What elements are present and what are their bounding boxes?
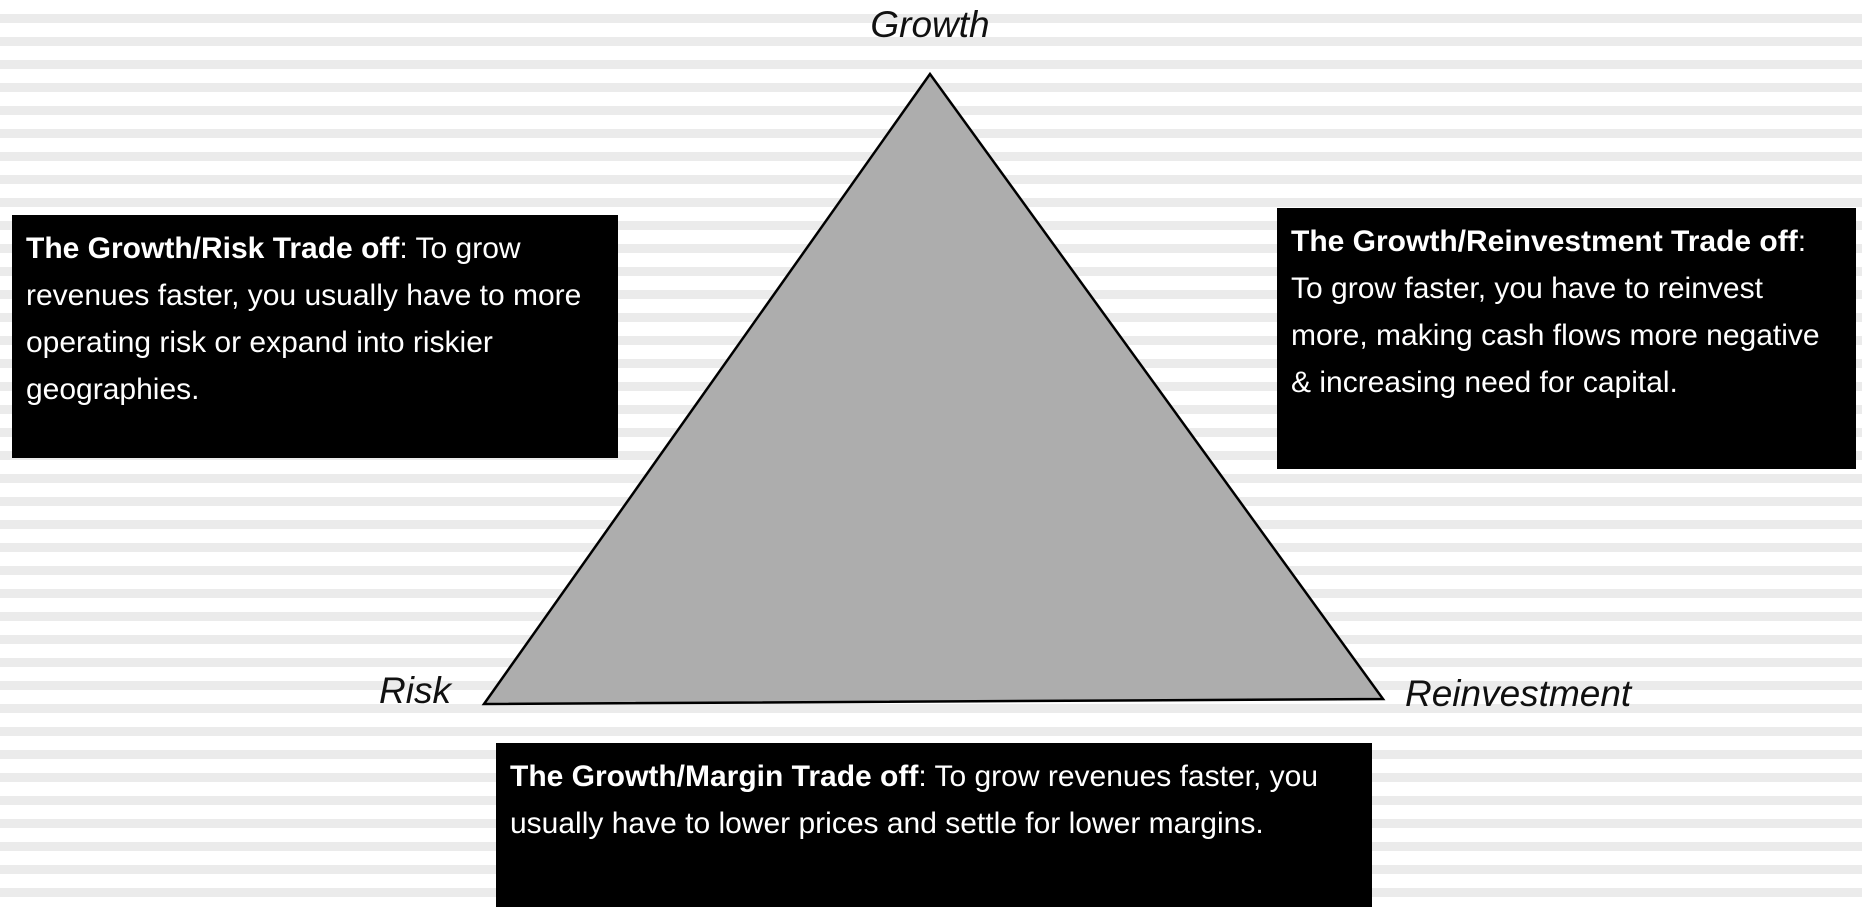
- box-heading: The Growth/Margin Trade off: [510, 760, 919, 793]
- text-box: The Growth/Reinvestment Trade off: To gr…: [1277, 208, 1856, 469]
- text-box: The Growth/Risk Trade off: To grow reven…: [12, 215, 618, 458]
- box-text: : To grow revenues faster, you usually h…: [26, 232, 582, 406]
- box-heading: The Growth/Reinvestment Trade off: [1291, 225, 1798, 258]
- vertex-label: Growth: [870, 4, 990, 45]
- box-text: : To grow revenues faster, you usually h…: [510, 760, 1319, 840]
- box-text: : To grow faster, you have to reinvest m…: [1291, 225, 1820, 399]
- box-heading: The Growth/Risk Trade off: [26, 232, 400, 265]
- triangle: [481, 71, 1386, 706]
- text-box: The Growth/Margin Trade off: To grow rev…: [496, 743, 1372, 907]
- vertex-label: Risk: [379, 670, 451, 711]
- vertex-label: Reinvestment: [1405, 673, 1632, 714]
